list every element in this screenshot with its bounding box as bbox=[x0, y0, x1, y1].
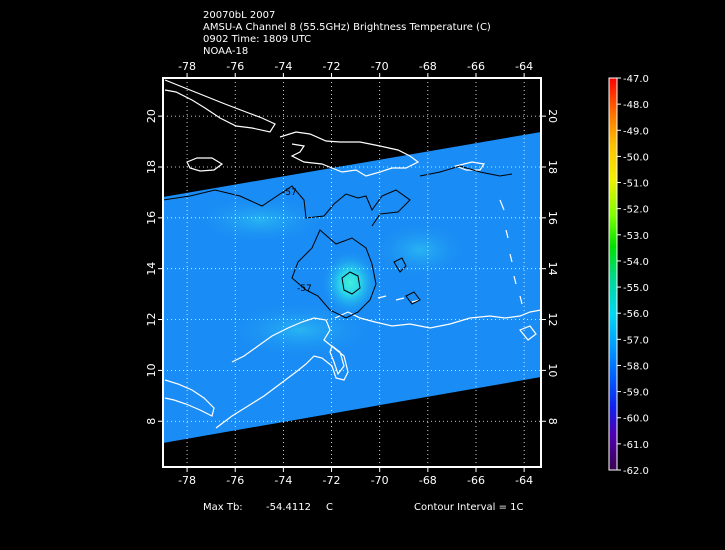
colorbar-label: -51.0 bbox=[623, 179, 649, 190]
colorbar-label: -53.0 bbox=[623, 231, 649, 242]
colorbar-label: -50.0 bbox=[623, 152, 649, 163]
lon-tick-label: -74 bbox=[274, 474, 292, 487]
satellite-line: NOAA-18 bbox=[203, 46, 249, 57]
lon-tick-label: -70 bbox=[371, 60, 389, 73]
lat-tick-label: 10 bbox=[145, 363, 158, 377]
colorbar-label: -58.0 bbox=[623, 361, 649, 372]
colorbar-label: -57.0 bbox=[623, 335, 649, 346]
lat-tick-label: 16 bbox=[546, 211, 559, 225]
lat-tick-label: 12 bbox=[145, 313, 158, 327]
gridlines bbox=[163, 78, 541, 467]
lon-tick-label: -72 bbox=[323, 474, 341, 487]
contour-line bbox=[163, 185, 411, 227]
panama-coast bbox=[164, 379, 215, 417]
lon-tick-label: -68 bbox=[419, 60, 437, 73]
lon-tick-label: -70 bbox=[371, 474, 389, 487]
storm-id-line: 20070bL 2007 bbox=[203, 10, 276, 21]
colorbar-label: -62.0 bbox=[623, 466, 649, 477]
hispaniola-coast bbox=[279, 131, 420, 177]
blotch bbox=[370, 220, 470, 280]
colorbar-label: -47.0 bbox=[623, 74, 649, 85]
lat-tick-label: 16 bbox=[145, 211, 158, 225]
plot-header: 20070bL 2007 AMSU-A Channel 8 (55.5GHz) … bbox=[203, 10, 491, 58]
cuba-coast bbox=[164, 79, 276, 133]
lon-tick-label: -78 bbox=[178, 474, 196, 487]
max-tb-value: -54.4112 bbox=[266, 502, 311, 513]
coastlines bbox=[164, 79, 541, 429]
lat-tick-label: 8 bbox=[546, 418, 559, 425]
contour-line bbox=[393, 257, 407, 273]
lon-tick-label: -76 bbox=[226, 60, 244, 73]
contour-line bbox=[341, 271, 361, 295]
lon-tick-label: -78 bbox=[178, 60, 196, 73]
lat-tick-label: 14 bbox=[145, 262, 158, 276]
colorbar-label: -49.0 bbox=[623, 126, 649, 137]
lat-tick-label: 18 bbox=[145, 160, 158, 174]
lat-ticks-left: 8 10 12 14 16 18 20 bbox=[145, 109, 163, 425]
lon-tick-label: -68 bbox=[419, 474, 437, 487]
lon-tick-label: -76 bbox=[226, 474, 244, 487]
lat-tick-label: 20 bbox=[546, 109, 559, 123]
colorbar-label: -56.0 bbox=[623, 309, 649, 320]
max-tb-label: Max Tb: bbox=[203, 502, 243, 513]
time-line: 0902 Time: 1809 UTC bbox=[203, 34, 312, 45]
lesser-antilles bbox=[499, 199, 523, 305]
colorbar bbox=[608, 77, 618, 471]
lon-tick-label: -66 bbox=[467, 474, 485, 487]
colorbar-label: -52.0 bbox=[623, 205, 649, 216]
contour-line bbox=[291, 229, 377, 319]
contour-line bbox=[405, 291, 421, 305]
lon-tick-label: -72 bbox=[323, 60, 341, 73]
lon-ticks-top: -78 -76 -74 -72 -70 -68 -66 -64 bbox=[178, 60, 533, 78]
colorbar-labels: -47.0 -48.0 -49.0 -50.0 -51.0 -52.0 -53.0 -54.0… bbox=[617, 74, 649, 477]
colorbar-label: -55.0 bbox=[623, 283, 649, 294]
channel-title-line: AMSU-A Channel 8 (55.5GHz) Brightness Te… bbox=[203, 22, 491, 33]
venezuela-coast bbox=[334, 309, 541, 329]
lat-tick-label: 12 bbox=[546, 313, 559, 327]
lon-tick-label: -64 bbox=[515, 474, 533, 487]
contour-interval: Contour Interval = 1C bbox=[414, 502, 524, 513]
brightness-field: -57 -57 bbox=[163, 79, 541, 443]
lat-tick-label: 10 bbox=[546, 363, 559, 377]
lon-tick-label: -74 bbox=[274, 60, 292, 73]
contour-label: -57 bbox=[297, 284, 312, 294]
colombia-coast bbox=[215, 317, 349, 429]
lon-tick-label: -64 bbox=[515, 60, 533, 73]
trinidad-coast bbox=[519, 325, 537, 341]
colorbar-label: -59.0 bbox=[623, 388, 649, 399]
puerto-rico-coast bbox=[454, 161, 486, 171]
max-tb-unit: C bbox=[326, 502, 333, 513]
contour-line bbox=[419, 165, 513, 177]
map-frame bbox=[162, 77, 542, 468]
lon-tick-label: -66 bbox=[467, 60, 485, 73]
lat-ticks-right: 8 10 12 14 16 18 20 bbox=[541, 109, 559, 425]
jamaica-coast bbox=[186, 157, 224, 172]
colorbar-label: -60.0 bbox=[623, 414, 649, 425]
colorbar-label: -48.0 bbox=[623, 100, 649, 111]
contour-label: -57 bbox=[282, 188, 297, 198]
colorbar-label: -61.0 bbox=[623, 440, 649, 451]
blotch bbox=[190, 195, 330, 245]
lat-tick-label: 20 bbox=[145, 109, 158, 123]
lake-maracaibo bbox=[329, 345, 345, 376]
lat-tick-label: 18 bbox=[546, 160, 559, 174]
colorbar-label: -54.0 bbox=[623, 257, 649, 268]
lat-tick-label: 14 bbox=[546, 262, 559, 276]
lon-ticks-bottom: -78 -76 -74 -72 -70 -68 -66 -64 bbox=[178, 467, 533, 487]
contours bbox=[163, 165, 513, 319]
warm-core-blob bbox=[320, 249, 380, 317]
lat-tick-label: 8 bbox=[145, 418, 158, 425]
